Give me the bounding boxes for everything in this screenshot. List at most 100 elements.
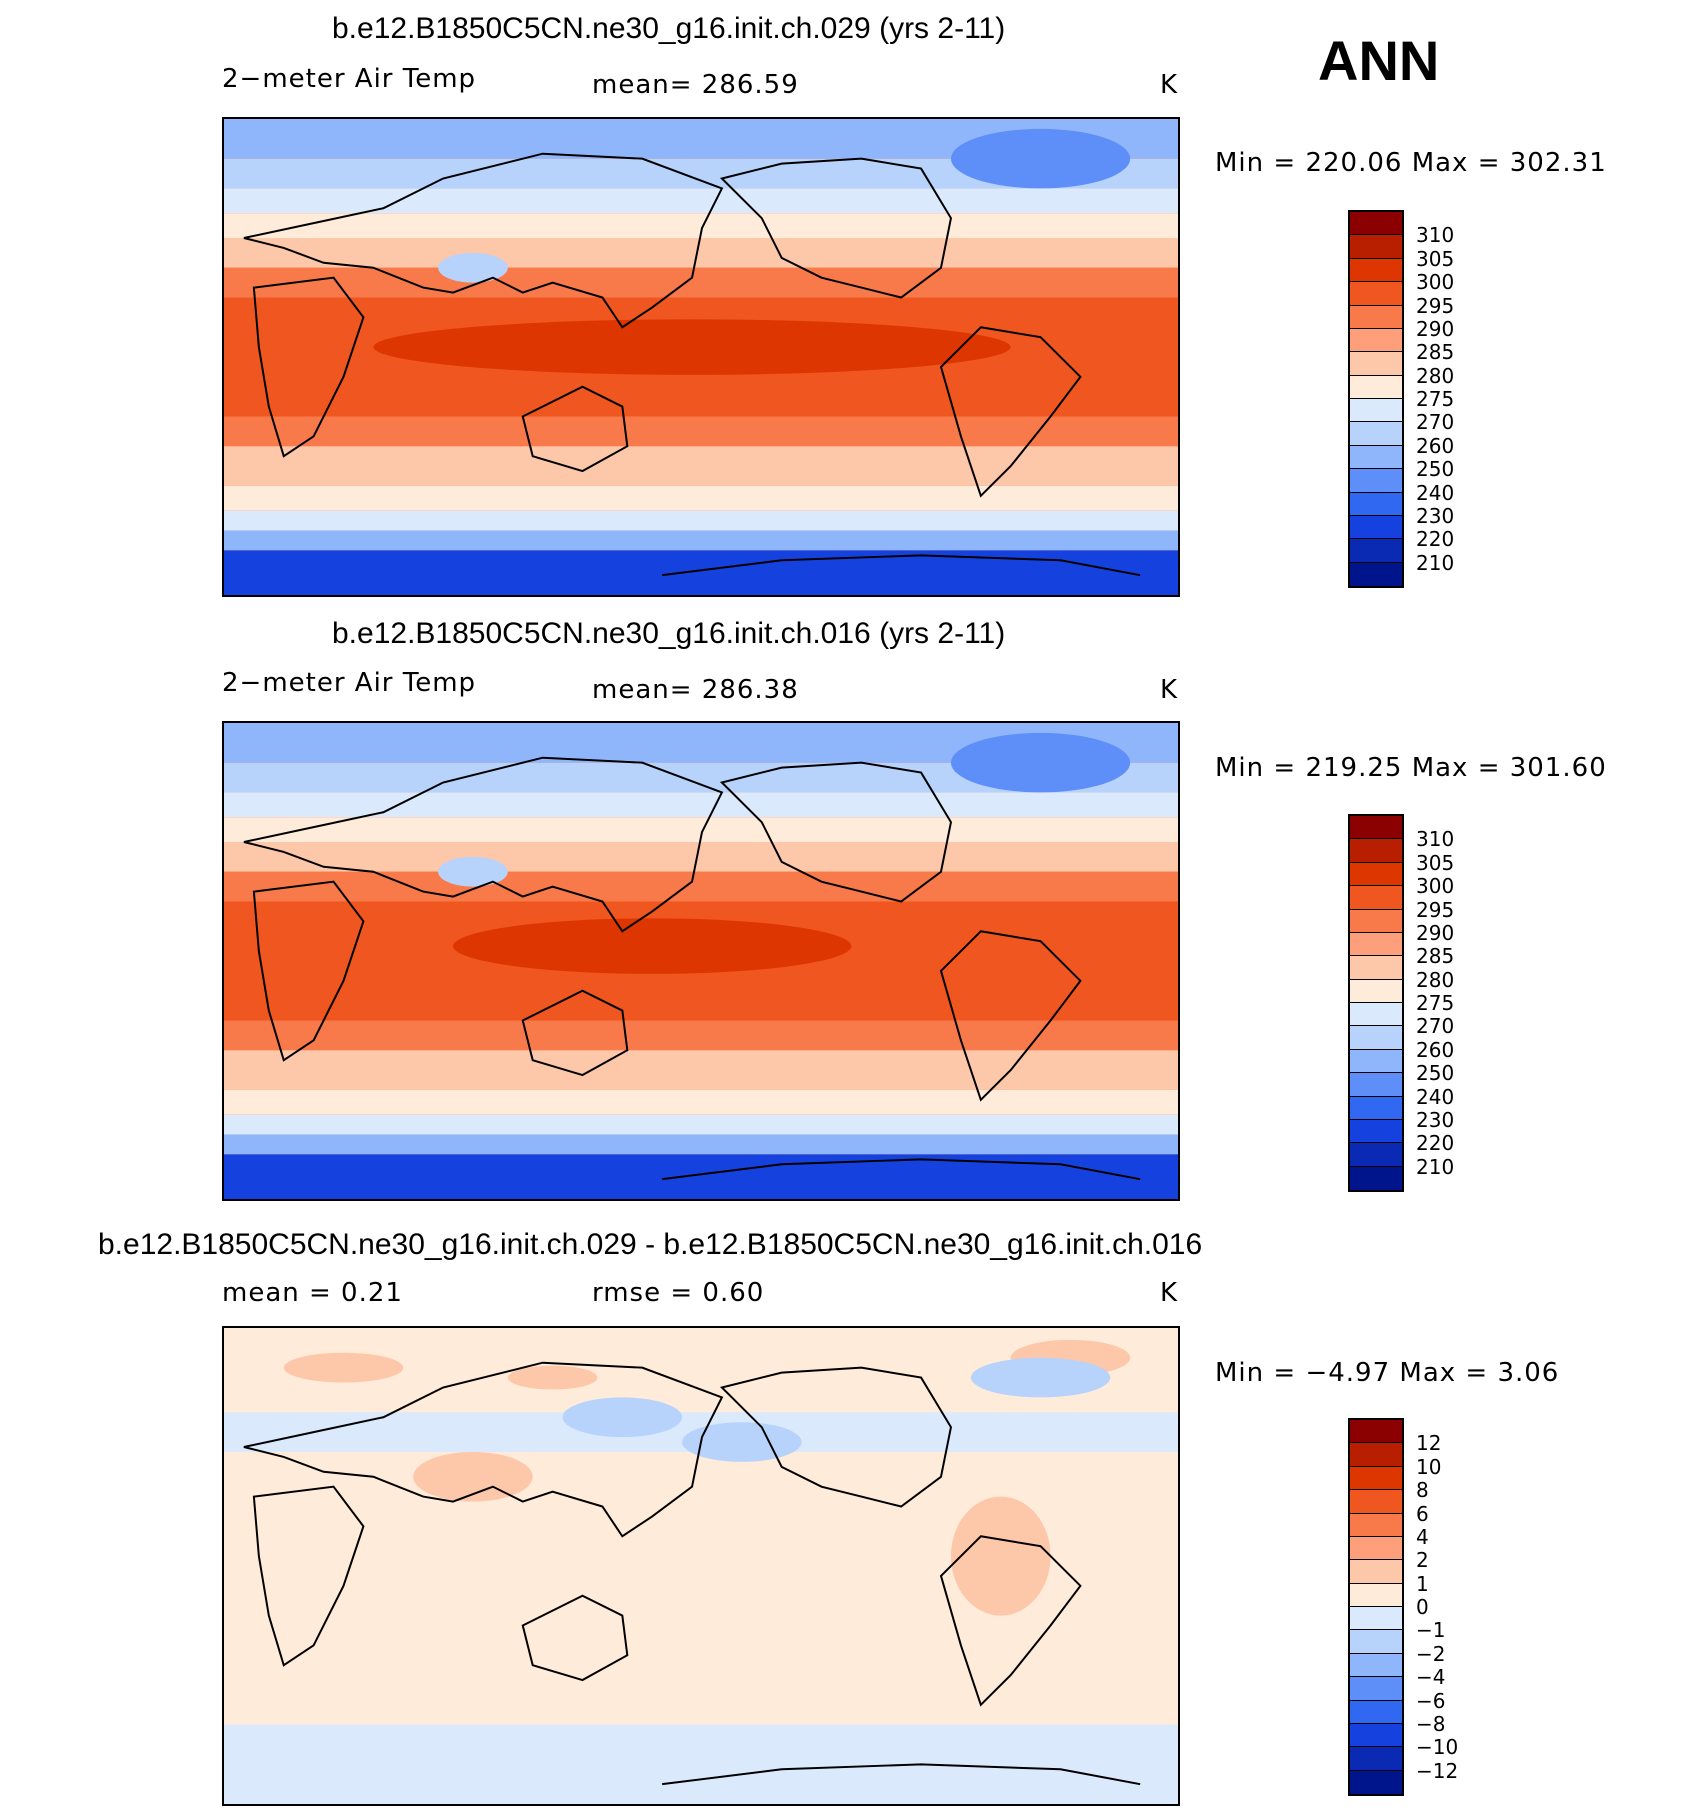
colorbar-tick-label: −2	[1416, 1641, 1446, 1666]
colorbar-tick-label: 250	[1416, 457, 1455, 482]
season-label: ANN	[1318, 29, 1440, 92]
mean-label: mean= 286.38	[592, 675, 799, 705]
diff-field-svg	[224, 1328, 1178, 1804]
colorbar-swatch	[1350, 1653, 1402, 1678]
mean-label: mean = 0.21	[222, 1278, 403, 1308]
colorbar-swatch	[1350, 258, 1402, 283]
colorbar-swatch	[1350, 492, 1402, 516]
units-label: K	[1160, 1278, 1179, 1308]
colorbar-tick-label: 305	[1416, 246, 1455, 271]
colorbar-tick-label: −6	[1416, 1688, 1446, 1713]
colorbar-tick-label: 295	[1416, 293, 1455, 318]
colorbar-tick-label: 285	[1416, 340, 1455, 365]
colorbar-swatch	[1350, 328, 1402, 353]
colorbar-tick-label: 285	[1416, 944, 1455, 969]
colorbar-tick-label: 270	[1416, 410, 1455, 435]
colorbar-swatch	[1350, 932, 1402, 957]
colorbar-swatch	[1350, 1630, 1402, 1654]
colorbar-tick-label: 230	[1416, 1107, 1455, 1132]
colorbar-tick-label: 275	[1416, 991, 1455, 1015]
units-label: K	[1160, 70, 1179, 100]
colorbar-swatch	[1350, 1096, 1402, 1120]
colorbar-swatch	[1350, 839, 1402, 863]
colorbar-tick-label: 230	[1416, 503, 1455, 528]
colorbar-swatch	[1350, 1607, 1402, 1631]
colorbar-swatch	[1350, 445, 1402, 470]
colorbar-tick-label: 2	[1416, 1548, 1429, 1573]
difference-map	[222, 1326, 1180, 1806]
abs-field-svg	[224, 119, 1178, 595]
colorbar-tick-label: 280	[1416, 363, 1455, 388]
colorbar-tick-label: 310	[1416, 827, 1455, 852]
colorbar-tick-label: 280	[1416, 967, 1455, 992]
colorbar-tick-label: 6	[1416, 1501, 1429, 1526]
colorbar-tick-label: 220	[1416, 527, 1455, 552]
colorbar-swatch	[1350, 1560, 1402, 1584]
colorbar-top	[1348, 210, 1404, 588]
colorbar-tick-label: 240	[1416, 1084, 1455, 1109]
colorbar-swatch	[1350, 1166, 1402, 1190]
colorbar-tick-label: −10	[1416, 1735, 1459, 1760]
colorbar-difference	[1348, 1418, 1404, 1796]
units-label: K	[1160, 675, 1179, 705]
colorbar-tick-label: −4	[1416, 1665, 1446, 1690]
colorbar-swatch	[1350, 1143, 1402, 1167]
colorbar-swatch	[1350, 909, 1402, 933]
colorbar-swatch	[1350, 1700, 1402, 1724]
colorbar-swatch	[1350, 539, 1402, 563]
colorbar-tick-label: 290	[1416, 920, 1455, 945]
colorbar-swatch	[1350, 1583, 1402, 1607]
colorbar-tick-label: 8	[1416, 1478, 1429, 1503]
colorbar-tick-label: 295	[1416, 897, 1455, 922]
colorbar-tick-label: 240	[1416, 480, 1455, 505]
colorbar-swatch	[1350, 1443, 1402, 1467]
colorbar-swatch	[1350, 469, 1402, 493]
colorbar-tick-label: −8	[1416, 1711, 1446, 1736]
colorbar-tick-label: 210	[1416, 1154, 1455, 1179]
colorbar-tick-label: 260	[1416, 1037, 1455, 1062]
panel-title: b.e12.B1850C5CN.ne30_g16.init.ch.016 (yr…	[332, 617, 1006, 650]
colorbar-tick-label: 10	[1416, 1454, 1442, 1479]
abs-field-svg	[224, 723, 1178, 1199]
colorbar-tick-label: 310	[1416, 223, 1455, 248]
colorbar-swatch	[1350, 1119, 1402, 1144]
colorbar-swatch	[1350, 979, 1402, 1003]
colorbar-swatch	[1350, 212, 1402, 236]
colorbar-tick-label: 210	[1416, 550, 1455, 575]
colorbar-swatch	[1350, 1026, 1402, 1050]
colorbar-tick-label: 300	[1416, 270, 1455, 295]
colorbar-tick-label: 220	[1416, 1131, 1455, 1156]
mean-label: mean= 286.59	[592, 70, 799, 100]
temperature-map-top	[222, 117, 1180, 597]
panel-title: b.e12.B1850C5CN.ne30_g16.init.ch.029 (yr…	[332, 12, 1006, 45]
colorbar-swatch	[1350, 515, 1402, 540]
colorbar-swatch	[1350, 399, 1402, 423]
colorbar-swatch	[1350, 862, 1402, 887]
colorbar-tick-label: 290	[1416, 316, 1455, 341]
colorbar-swatch	[1350, 305, 1402, 329]
colorbar-tick-label: 305	[1416, 850, 1455, 875]
colorbar-swatch	[1350, 816, 1402, 840]
colorbar-swatch	[1350, 886, 1402, 910]
minmax-label: Min = −4.97 Max = 3.06	[1215, 1358, 1560, 1388]
variable-label: 2−meter Air Temp	[222, 668, 477, 698]
panel-title: b.e12.B1850C5CN.ne30_g16.init.ch.029 - b…	[98, 1228, 1203, 1261]
temperature-map-middle	[222, 721, 1180, 1201]
colorbar-tick-label: 1	[1416, 1571, 1429, 1596]
colorbar-tick-label: 270	[1416, 1014, 1455, 1039]
colorbar-tick-label: 275	[1416, 387, 1455, 411]
colorbar-swatch	[1350, 1513, 1402, 1537]
colorbar-tick-label: 12	[1416, 1431, 1442, 1456]
colorbar-swatch	[1350, 1073, 1402, 1097]
colorbar-swatch	[1350, 282, 1402, 306]
colorbar-swatch	[1350, 1747, 1402, 1771]
colorbar-tick-label: −1	[1416, 1618, 1446, 1643]
colorbar-swatch	[1350, 1466, 1402, 1491]
colorbar-swatch	[1350, 375, 1402, 399]
colorbar-swatch	[1350, 1723, 1402, 1748]
colorbar-swatch	[1350, 1490, 1402, 1514]
colorbar-swatch	[1350, 956, 1402, 980]
colorbar-swatch	[1350, 1536, 1402, 1561]
colorbar-swatch	[1350, 1420, 1402, 1444]
colorbar-swatch	[1350, 1677, 1402, 1701]
